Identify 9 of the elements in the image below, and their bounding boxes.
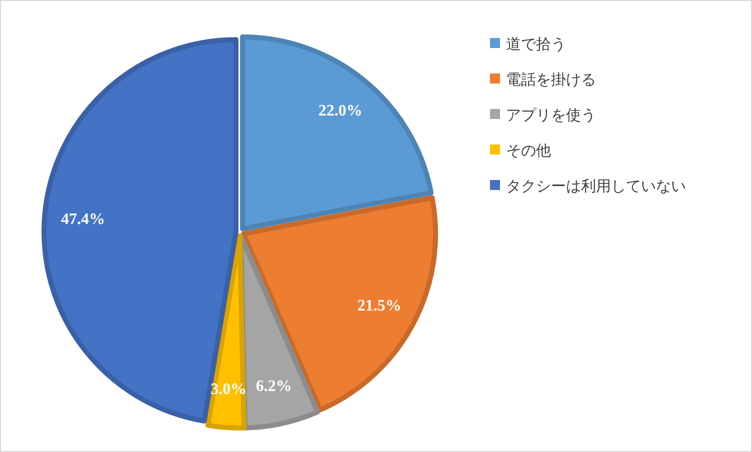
legend-label: 電話を掛ける	[506, 70, 596, 88]
legend-label: その他	[506, 142, 551, 160]
data-label: 21.5%	[357, 297, 402, 314]
data-label: 6.2%	[256, 378, 292, 395]
data-label: 47.4%	[60, 210, 105, 228]
legend-label: 道で拾う	[506, 35, 566, 53]
legend-label: タクシーは利用していない	[506, 177, 686, 195]
data-label: 22.0%	[318, 102, 362, 120]
legend-label: アプリを使う	[506, 106, 596, 124]
